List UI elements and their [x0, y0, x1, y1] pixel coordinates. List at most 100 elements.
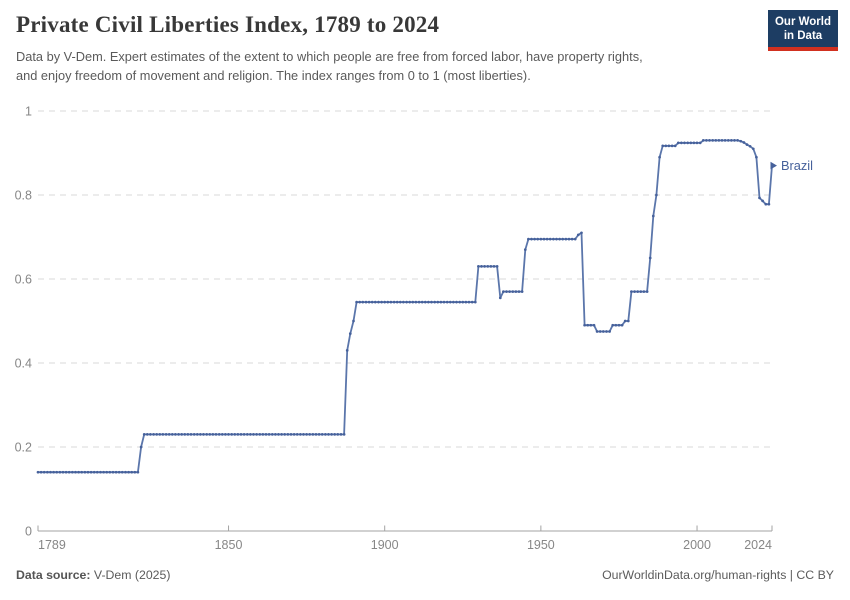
data-point	[89, 470, 93, 474]
page-title: Private Civil Liberties Index, 1789 to 2…	[16, 12, 440, 37]
data-point	[461, 300, 465, 304]
data-point	[299, 433, 302, 436]
data-point	[683, 141, 686, 145]
data-point	[367, 300, 371, 304]
data-point	[614, 323, 618, 327]
entity-label-brazil[interactable]: Brazil	[781, 158, 813, 173]
data-point	[236, 433, 240, 436]
data-point	[589, 323, 593, 327]
data-point	[36, 470, 40, 474]
data-point	[327, 433, 330, 436]
data-point	[49, 470, 52, 474]
y-axis-tick-label: 1	[25, 105, 32, 119]
data-point	[336, 433, 340, 436]
data-point	[333, 433, 337, 436]
data-point	[408, 300, 412, 304]
data-point	[576, 233, 580, 237]
data-point	[183, 433, 187, 436]
data-point	[495, 265, 499, 268]
data-point	[720, 139, 724, 142]
data-point	[477, 265, 480, 268]
brazil-line[interactable]	[38, 139, 773, 474]
data-point	[586, 323, 590, 327]
data-point	[692, 141, 696, 145]
data-point	[745, 143, 749, 146]
data-point	[220, 433, 224, 436]
data-point	[352, 319, 355, 323]
data-point	[177, 433, 180, 436]
data-point	[95, 470, 99, 474]
data-point	[358, 300, 362, 304]
data-point	[617, 323, 621, 327]
data-point	[142, 433, 146, 436]
data-point	[170, 433, 174, 436]
owid-logo[interactable]: Our World in Data	[768, 10, 838, 51]
data-point	[542, 237, 546, 241]
data-point	[99, 470, 102, 474]
data-point	[630, 290, 633, 293]
x-axis-tick-label: 1850	[215, 538, 243, 552]
chart-footer: Data source: V-Dem (2025) OurWorldinData…	[16, 568, 834, 582]
data-point	[661, 144, 665, 148]
data-point	[730, 139, 733, 142]
data-point	[283, 433, 287, 436]
data-point	[120, 470, 124, 474]
data-point	[433, 300, 437, 304]
data-point	[380, 300, 383, 304]
data-point	[46, 470, 49, 474]
data-point	[423, 300, 427, 304]
data-point	[55, 470, 59, 474]
data-point	[42, 470, 46, 474]
data-point	[455, 300, 458, 304]
data-point	[567, 237, 571, 241]
data-point	[383, 300, 387, 304]
data-point	[286, 433, 290, 436]
data-point	[633, 290, 636, 293]
footer-links: OurWorldinData.org/human-rights | CC BY	[602, 568, 834, 582]
data-point	[377, 300, 380, 304]
data-point	[539, 237, 543, 241]
license-link[interactable]: CC BY	[796, 568, 834, 582]
data-point	[114, 470, 118, 474]
data-point	[511, 290, 515, 293]
data-point	[711, 139, 715, 142]
data-point	[289, 433, 293, 436]
data-point	[639, 290, 643, 293]
data-point	[605, 330, 608, 333]
data-point	[583, 323, 586, 327]
data-point	[302, 433, 305, 436]
data-point	[520, 290, 524, 293]
data-point	[486, 265, 490, 268]
x-axis-tick-label: 1900	[371, 538, 399, 552]
data-point	[645, 290, 649, 293]
data-point	[626, 319, 630, 323]
data-point	[442, 300, 446, 304]
data-point	[514, 290, 518, 293]
x-axis-tick-label: 1950	[527, 538, 555, 552]
data-point	[417, 300, 421, 304]
data-point	[324, 433, 327, 436]
data-point	[670, 144, 674, 148]
data-point	[667, 144, 671, 148]
data-point	[242, 433, 246, 436]
data-point	[651, 214, 655, 218]
data-point	[158, 433, 162, 436]
data-point	[227, 433, 230, 436]
data-point	[261, 433, 265, 436]
data-point	[489, 265, 493, 268]
data-point	[311, 433, 315, 436]
data-point	[480, 265, 483, 268]
data-point	[758, 196, 761, 200]
data-point	[530, 237, 533, 241]
data-point	[61, 470, 65, 474]
data-point	[149, 433, 152, 436]
data-point	[117, 470, 121, 474]
data-point	[386, 300, 390, 304]
data-point	[714, 139, 718, 142]
owid-url-link[interactable]: OurWorldinData.org/human-rights	[602, 568, 787, 582]
data-point	[186, 433, 190, 436]
data-point	[395, 300, 399, 304]
chart-subtitle: Data by V-Dem. Expert estimates of the e…	[16, 47, 836, 85]
data-point	[111, 470, 115, 474]
y-axis-tick-label: 0.6	[15, 273, 32, 287]
